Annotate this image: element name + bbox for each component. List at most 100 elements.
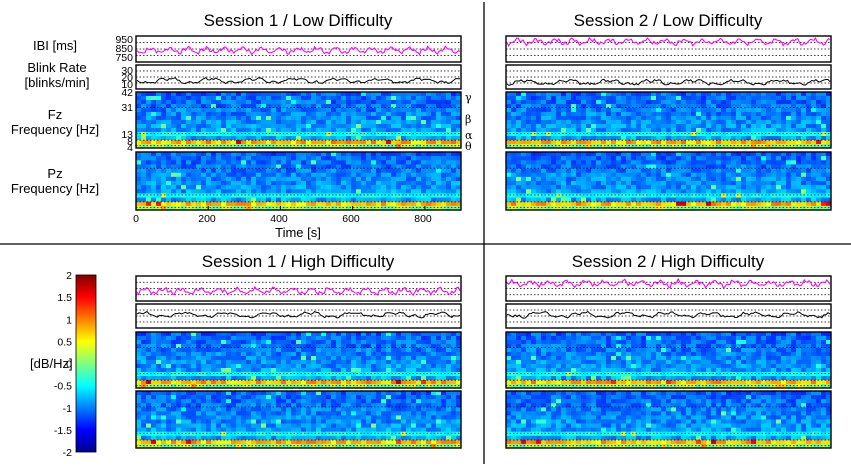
spectrogram-cell xyxy=(681,152,687,157)
spectrogram-cell xyxy=(281,116,287,121)
spectrogram-cell xyxy=(251,352,257,357)
spectrogram-cell xyxy=(416,176,422,182)
spectrogram-cell xyxy=(601,132,607,137)
spectrogram-cell xyxy=(381,344,387,349)
spectrogram-cell xyxy=(681,140,687,145)
spectrogram-cell xyxy=(301,384,307,389)
spectrogram-cell xyxy=(311,360,317,365)
spectrogram-cell xyxy=(426,104,432,109)
spectrogram-cell xyxy=(296,185,302,190)
spectrogram-cell xyxy=(431,399,437,404)
spectrogram-cell xyxy=(811,168,817,174)
spectrogram-cell xyxy=(286,399,292,404)
spectrogram-cell xyxy=(696,156,702,161)
spectrogram-cell xyxy=(446,189,452,194)
spectrogram-cell xyxy=(521,185,527,190)
spectrogram-cell xyxy=(816,201,822,207)
spectrogram-cell xyxy=(711,116,717,121)
spectrogram-cell xyxy=(636,152,642,157)
spectrogram-cell xyxy=(311,132,317,137)
spectrogram-cell xyxy=(726,100,732,105)
spectrogram-cell xyxy=(311,96,317,101)
spectrogram-cell xyxy=(161,348,167,353)
spectrogram-cell xyxy=(791,172,797,178)
spectrogram-cell xyxy=(281,201,287,207)
spectrogram-cell xyxy=(776,160,782,165)
spectrogram-cell xyxy=(766,164,772,169)
spectrogram-cell xyxy=(156,140,162,145)
spectrogram-cell xyxy=(506,96,512,101)
spectrogram-cell xyxy=(806,152,812,157)
spectrogram-cell xyxy=(741,201,747,207)
spectrogram-cell xyxy=(326,384,332,389)
spectrogram-cell xyxy=(176,112,182,117)
spectrogram-cell xyxy=(331,384,337,389)
spectrogram-cell xyxy=(451,156,457,161)
spectrogram-cell xyxy=(411,352,417,357)
spectrogram-cell xyxy=(381,104,387,109)
spectrogram-cell xyxy=(581,152,587,157)
spectrogram-cell xyxy=(326,407,332,412)
spectrogram-cell xyxy=(261,92,267,97)
spectrogram-cell xyxy=(206,168,212,174)
spectrogram-cell xyxy=(391,197,397,203)
fz-axes xyxy=(135,91,462,149)
spectrogram-cell xyxy=(431,108,437,113)
spectrogram-cell xyxy=(256,364,262,369)
spectrogram-cell xyxy=(456,120,462,125)
spectrogram-cell xyxy=(266,104,272,109)
spectrogram-cell xyxy=(391,344,397,349)
spectrogram-cell xyxy=(626,136,632,141)
spectrogram-cell xyxy=(181,360,187,365)
spectrogram-cell xyxy=(166,360,172,365)
spectrogram-cell xyxy=(386,176,392,182)
spectrogram-cell xyxy=(441,132,447,137)
spectrogram-cell xyxy=(316,205,322,211)
spectrogram-cell xyxy=(446,116,452,121)
spectrogram-cell xyxy=(316,104,322,109)
spectrogram-cell xyxy=(566,136,572,141)
spectrogram-cell xyxy=(421,132,427,137)
spectrogram-cell xyxy=(386,364,392,369)
spectrogram-cell xyxy=(361,181,367,186)
spectrogram-cell xyxy=(371,336,377,341)
spectrogram-cell xyxy=(221,120,227,125)
spectrogram-cell xyxy=(446,368,452,373)
spectrogram-cell xyxy=(456,368,462,373)
spectrogram-cell xyxy=(346,176,352,182)
spectrogram-cell xyxy=(256,403,262,408)
spectrogram-cell xyxy=(421,116,427,121)
spectrogram-cell xyxy=(146,112,152,117)
spectrogram-cell xyxy=(196,197,202,203)
spectrogram-cell xyxy=(221,201,227,207)
spectrogram-cell xyxy=(611,140,617,145)
spectrogram-cell xyxy=(756,120,762,125)
spectrogram-cell xyxy=(521,92,527,97)
spectrogram-cell xyxy=(681,193,687,198)
spectrogram-cell xyxy=(591,197,597,203)
spectrogram-cell xyxy=(201,368,207,373)
spectrogram-cell xyxy=(431,201,437,207)
spectrogram-cell xyxy=(561,136,567,141)
spectrogram-cell xyxy=(281,100,287,105)
spectrogram-cell xyxy=(516,116,522,121)
spectrogram-cell xyxy=(376,100,382,105)
spectrogram-cell xyxy=(446,356,452,361)
spectrogram-cell xyxy=(361,108,367,113)
spectrogram-cell xyxy=(516,168,522,174)
spectrogram-cell xyxy=(166,352,172,357)
spectrogram-cell xyxy=(136,189,142,194)
spectrogram-cell xyxy=(281,132,287,137)
spectrogram-cell xyxy=(771,201,777,207)
spectrogram-cell xyxy=(291,100,297,105)
spectrogram-cell xyxy=(526,176,532,182)
spectrogram-cell xyxy=(381,193,387,198)
spectrogram-cell xyxy=(236,376,242,381)
spectrogram-cell xyxy=(331,395,337,400)
spectrogram-cell xyxy=(211,92,217,97)
spectrogram-cell xyxy=(511,189,517,194)
spectrogram-cell xyxy=(446,352,452,357)
spectrogram-cell xyxy=(721,100,727,105)
spectrogram-cell xyxy=(416,352,422,357)
spectrogram-cell xyxy=(156,164,162,169)
